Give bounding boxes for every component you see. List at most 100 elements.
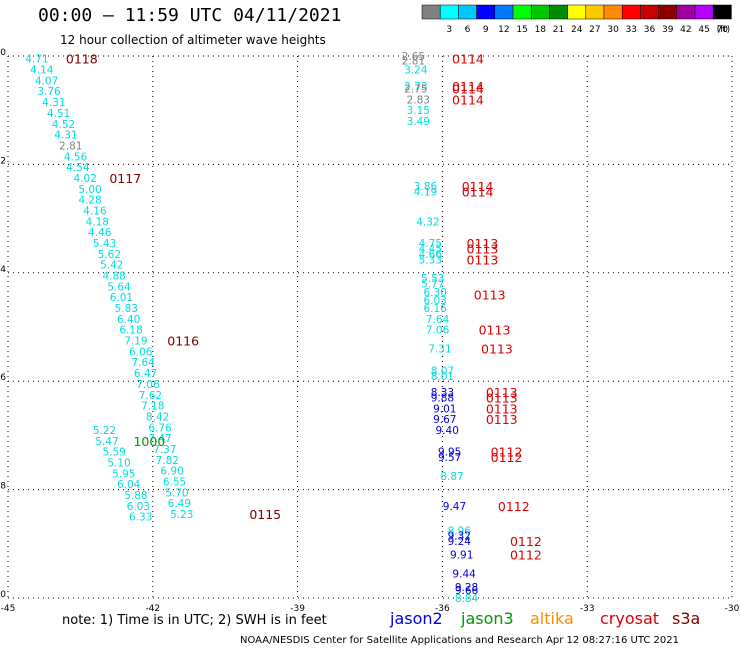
swh-value-label: 4.19 bbox=[414, 187, 437, 199]
swh-value-label: 8.42 bbox=[146, 411, 169, 423]
swh-value-label: 4.31 bbox=[42, 97, 65, 109]
swh-value-label: 4.75 bbox=[419, 238, 442, 250]
swh-value-label: 5.00 bbox=[78, 184, 101, 196]
swh-value-label: 5.43 bbox=[93, 238, 116, 250]
pass-time-annotation: 0116 bbox=[167, 334, 199, 349]
swh-value-label: 5.33 bbox=[419, 254, 442, 266]
pass-time-annotation: 0113 bbox=[481, 342, 513, 357]
swh-value-label: 4.54 bbox=[66, 162, 90, 174]
pass-time-annotation: 0117 bbox=[109, 171, 141, 186]
swh-value-label: 5.83 bbox=[115, 303, 138, 315]
swh-value-label: 6.49 bbox=[168, 498, 191, 510]
colorbar-swatch bbox=[476, 4, 496, 20]
swh-value-label: 6.03 bbox=[423, 295, 446, 307]
swh-value-label: 9.66 bbox=[455, 585, 479, 597]
colorbar-swatch bbox=[530, 4, 550, 20]
swh-value-label: 8.87 bbox=[440, 471, 463, 483]
colorbar-tick-label: 30 bbox=[607, 25, 619, 35]
swh-value-label: 6.30 bbox=[423, 287, 446, 299]
y-tick-label: -30 bbox=[0, 48, 6, 58]
swh-value-label: 6.47 bbox=[134, 368, 157, 380]
swh-value-label: 7.64 bbox=[426, 314, 450, 326]
swh-value-label: 6.40 bbox=[117, 314, 140, 326]
y-tick-label: -38 bbox=[0, 482, 6, 492]
swh-value-label: 5.53 bbox=[421, 273, 444, 285]
colorbar-tick-label: 21 bbox=[553, 25, 564, 35]
swh-value-label: 5.77 bbox=[421, 279, 444, 291]
swh-value-label: 4.28 bbox=[78, 195, 101, 207]
swh-value-label: 4.16 bbox=[83, 205, 107, 217]
swh-value-label: 6.01 bbox=[110, 292, 133, 304]
swh-value-label: 2.75 bbox=[404, 84, 427, 96]
swh-value-label: 5.23 bbox=[170, 509, 193, 521]
swh-value-label: 9.24 bbox=[448, 536, 472, 548]
swh-value-label: 6.33 bbox=[129, 512, 152, 524]
swh-value-label: 6.16 bbox=[423, 303, 447, 315]
swh-value-label: 9.44 bbox=[452, 569, 476, 581]
colorbar-swatch bbox=[494, 4, 514, 20]
colorbar-swatch bbox=[439, 4, 459, 20]
colorbar-tick-label: 24 bbox=[571, 25, 583, 35]
pass-time-annotation: 0113 bbox=[474, 287, 506, 302]
colorbar-swatch bbox=[676, 4, 696, 20]
swh-value-label: 5.59 bbox=[102, 447, 125, 459]
swh-value-label: 7.64 bbox=[131, 357, 155, 369]
pass-time-annotation: 0113 bbox=[467, 252, 499, 267]
page-subtitle: 12 hour collection of altimeter wave hei… bbox=[60, 33, 326, 47]
swh-value-label: 6.55 bbox=[163, 476, 186, 488]
swh-value-label: 2.81 bbox=[402, 55, 425, 67]
swh-value-label: 2.65 bbox=[402, 51, 425, 63]
swh-value-label: 9.67 bbox=[433, 414, 456, 426]
swh-value-label: 9.01 bbox=[433, 403, 456, 415]
swh-value-label: 4.18 bbox=[86, 216, 109, 228]
swh-value-label: 9.88 bbox=[431, 392, 454, 404]
swh-value-label: 4.56 bbox=[64, 151, 88, 163]
swh-value-label: 9.57 bbox=[438, 452, 461, 464]
y-tick-label: -34 bbox=[0, 265, 6, 275]
colorbar-legend: 3 6 9 12 15 18 21 24 27 30 33 36 39 42 45 70(ft) bbox=[421, 4, 732, 35]
swh-value-label: 7.18 bbox=[141, 401, 164, 413]
swh-value-label: 5.95 bbox=[112, 468, 135, 480]
swh-value-label: 6.04 bbox=[117, 479, 141, 491]
swh-value-label: 8.07 bbox=[431, 365, 454, 377]
swh-value-label: 4.52 bbox=[52, 119, 75, 131]
swh-value-label: 2.81 bbox=[59, 140, 82, 152]
x-tick-label: -33 bbox=[580, 604, 595, 614]
footer-note: note: 1) Time is in UTC; 2) SWH is in fe… bbox=[62, 613, 327, 628]
pass-time-annotation: 0115 bbox=[249, 507, 281, 522]
swh-value-label: 9.32 bbox=[448, 531, 471, 543]
pass-time-annotation: 0113 bbox=[486, 412, 518, 427]
mission-label-jason2: jason2 bbox=[390, 609, 443, 628]
mission-label-cryosat: cryosat bbox=[600, 609, 660, 628]
swh-value-label: 5.88 bbox=[124, 490, 147, 502]
pass-time-annotation: 0112 bbox=[510, 548, 542, 563]
pass-time-annotation: 0118 bbox=[66, 52, 98, 67]
pass-time-annotation: 0114 bbox=[452, 52, 484, 67]
pass-time-annotation: 0112 bbox=[498, 499, 530, 514]
colorbar-swatch bbox=[694, 4, 714, 20]
pass-time-annotation: 0113 bbox=[479, 323, 511, 338]
pass-time-annotation: 0112 bbox=[491, 445, 523, 460]
colorbar-tick-label: 70 bbox=[717, 25, 729, 35]
colorbar-tick-label: 45 bbox=[698, 25, 709, 35]
colorbar-swatch bbox=[640, 4, 659, 20]
mission-label-jason3: jason3 bbox=[461, 609, 514, 628]
footer-credit: NOAA/NESDIS Center for Satellite Applica… bbox=[240, 635, 679, 646]
swh-value-label: 4.07 bbox=[35, 75, 58, 87]
colorbar-swatch bbox=[712, 4, 732, 20]
swh-value-label: 7.06 bbox=[426, 325, 450, 337]
x-tick-label: -45 bbox=[1, 604, 16, 614]
swh-value-label: 7.31 bbox=[428, 344, 451, 356]
colorbar-unit: (ft) bbox=[717, 25, 731, 35]
swh-value-label: 2.73 bbox=[404, 81, 427, 93]
page-title: 00:00 – 11:59 UTC 04/11/2021 bbox=[38, 5, 342, 26]
swh-value-label: 6.06 bbox=[129, 346, 153, 358]
pass-time-annotation: 0113 bbox=[486, 390, 518, 405]
swh-value-label: 7.62 bbox=[139, 390, 162, 402]
colorbar-swatch bbox=[603, 4, 623, 20]
swh-value-label: 5.47 bbox=[95, 436, 118, 448]
mission-label-altika: altika bbox=[530, 609, 574, 628]
colorbar-swatch bbox=[585, 4, 605, 20]
colorbar-tick-label: 12 bbox=[498, 25, 509, 35]
